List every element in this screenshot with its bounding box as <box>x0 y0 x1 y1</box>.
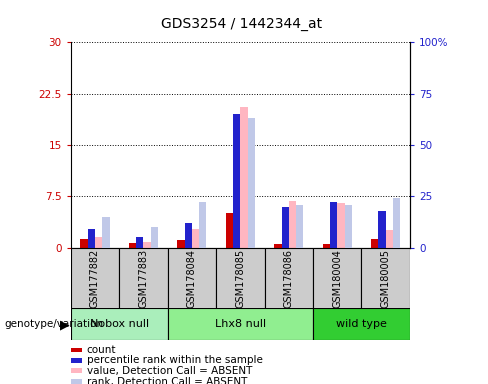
Bar <box>216 248 264 309</box>
Bar <box>274 244 282 248</box>
Bar <box>233 114 240 248</box>
Bar <box>71 308 168 340</box>
Bar <box>168 248 216 309</box>
Text: GDS3254 / 1442344_at: GDS3254 / 1442344_at <box>161 17 322 31</box>
Bar <box>81 240 88 248</box>
Bar <box>88 229 95 248</box>
Text: GSM180005: GSM180005 <box>381 249 391 308</box>
Bar <box>393 199 400 248</box>
Bar <box>296 205 304 248</box>
Bar <box>282 207 289 248</box>
Text: rank, Detection Call = ABSENT: rank, Detection Call = ABSENT <box>86 376 247 384</box>
Text: Nobox null: Nobox null <box>90 319 149 329</box>
Text: wild type: wild type <box>336 319 387 329</box>
Text: GSM178084: GSM178084 <box>187 249 197 308</box>
Bar <box>330 202 337 248</box>
Text: GSM177883: GSM177883 <box>139 249 148 308</box>
Text: GSM180004: GSM180004 <box>332 249 342 308</box>
Bar <box>102 217 109 248</box>
Bar <box>337 203 345 248</box>
Text: value, Detection Call = ABSENT: value, Detection Call = ABSENT <box>86 366 252 376</box>
Text: GSM178086: GSM178086 <box>284 249 294 308</box>
Bar <box>264 248 313 309</box>
Bar <box>71 368 82 373</box>
Text: ▶: ▶ <box>60 318 69 331</box>
Bar <box>136 237 143 248</box>
Bar <box>226 214 233 248</box>
Text: count: count <box>86 345 116 355</box>
Bar <box>129 243 136 248</box>
Bar <box>168 308 313 340</box>
Bar <box>71 379 82 384</box>
Bar <box>177 240 184 248</box>
Bar <box>143 242 151 248</box>
Bar <box>289 201 296 248</box>
Bar <box>184 223 192 248</box>
Bar <box>151 227 158 248</box>
Bar <box>323 244 330 248</box>
Text: GSM178085: GSM178085 <box>235 249 245 308</box>
Bar <box>119 248 168 309</box>
Bar <box>71 248 119 309</box>
Text: GSM177882: GSM177882 <box>90 249 100 308</box>
Bar <box>199 202 206 248</box>
Bar <box>378 211 386 248</box>
Bar <box>192 229 199 248</box>
Bar <box>371 240 378 248</box>
Bar <box>386 230 393 248</box>
Bar <box>345 205 352 248</box>
Text: Lhx8 null: Lhx8 null <box>215 319 266 329</box>
Bar <box>240 107 247 248</box>
Text: genotype/variation: genotype/variation <box>4 319 103 329</box>
Text: percentile rank within the sample: percentile rank within the sample <box>86 355 263 365</box>
Bar <box>71 348 82 353</box>
Bar <box>313 248 362 309</box>
Bar <box>313 308 410 340</box>
Bar <box>362 248 410 309</box>
Bar <box>71 358 82 363</box>
Bar <box>247 118 255 248</box>
Bar <box>95 237 102 248</box>
